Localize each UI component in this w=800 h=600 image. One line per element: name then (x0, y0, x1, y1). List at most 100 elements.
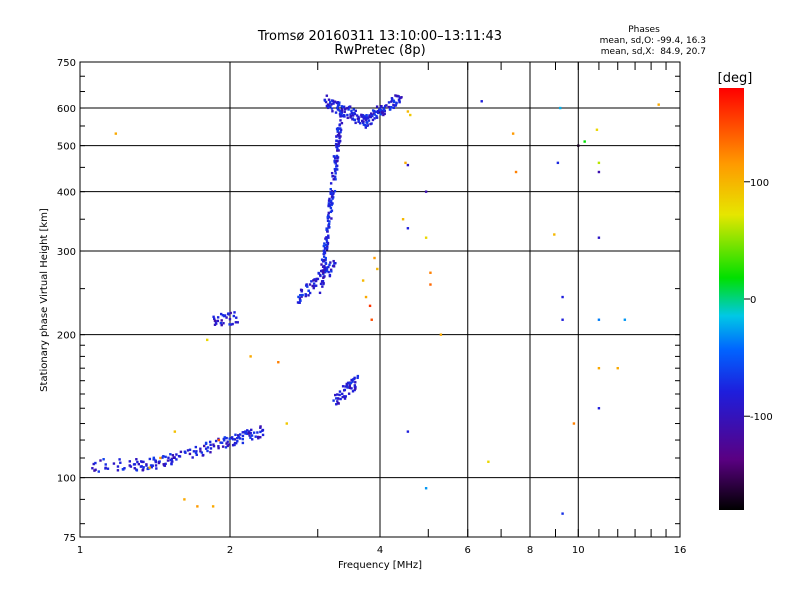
echo-point (167, 456, 170, 459)
echo-point (371, 118, 375, 122)
echo-point (220, 441, 224, 444)
echo-point (336, 108, 340, 111)
chart-subtitle: RwPretec (8p) (334, 43, 425, 58)
echo-point (325, 228, 328, 231)
echo-point (391, 98, 394, 101)
echo-point (364, 116, 367, 120)
echo-point (102, 458, 105, 461)
echo-point (340, 105, 343, 108)
echo-point (362, 120, 365, 123)
echo-point (234, 433, 237, 436)
echo-point (327, 199, 331, 202)
echo-point (209, 447, 213, 450)
echo-point (136, 460, 139, 464)
echo-point (394, 104, 398, 107)
echo-point (305, 283, 308, 286)
echo-point (97, 470, 100, 473)
echo-point (204, 442, 208, 446)
echo-point (235, 316, 238, 319)
echo-point (335, 135, 338, 138)
echo-point (299, 294, 302, 297)
echo-point (119, 461, 122, 464)
echo-point (324, 256, 327, 260)
echo-point (175, 458, 178, 461)
echo-point (145, 464, 148, 467)
echo-point (406, 110, 410, 113)
echo-point (250, 434, 254, 437)
y-tick-label: 500 (57, 142, 76, 153)
echo-point (322, 244, 325, 248)
echo-point (204, 447, 208, 450)
echo-point (362, 117, 366, 120)
echo-point (327, 204, 330, 207)
echo-point (351, 390, 355, 393)
x-tick-label: 6 (465, 545, 471, 556)
echo-point (308, 283, 312, 286)
echo-point (323, 250, 326, 253)
echo-point (257, 437, 260, 440)
echo-point (237, 436, 241, 439)
echo-point (364, 295, 368, 299)
echo-point (328, 197, 331, 201)
echo-point (151, 464, 154, 467)
echo-point (261, 433, 265, 437)
echo-point (328, 263, 331, 267)
echo-point (154, 459, 157, 462)
echo-point (326, 230, 329, 233)
echo-point (306, 285, 309, 288)
echo-point (356, 117, 360, 120)
echo-point (152, 456, 156, 460)
echo-point (200, 451, 204, 454)
echo-point (341, 114, 344, 117)
echo-point (222, 322, 225, 325)
echo-point (616, 366, 619, 370)
echo-point (369, 112, 373, 115)
echo-point (330, 270, 333, 273)
echo-point (324, 243, 328, 247)
echo-point (128, 460, 132, 463)
colorbar-ticks: 100 0 -100 (744, 178, 773, 423)
echo-point (404, 161, 407, 165)
echo-point (597, 407, 601, 410)
echo-point (439, 333, 443, 336)
echo-point (104, 467, 107, 470)
y-tick-label: 200 (57, 331, 76, 342)
echo-point (326, 219, 330, 223)
echo-point (212, 443, 215, 446)
echo-point (335, 165, 338, 168)
echo-point (334, 172, 337, 175)
echo-point (319, 273, 322, 277)
echo-point (228, 323, 231, 326)
echo-point (514, 170, 518, 174)
echo-point (139, 465, 143, 468)
echo-point (254, 435, 257, 438)
echo-point (297, 295, 300, 299)
echo-point (326, 242, 330, 245)
echo-point (259, 430, 262, 434)
echo-point (325, 240, 329, 243)
echo-point (122, 468, 125, 471)
echo-point (246, 429, 249, 432)
echo-point (209, 443, 212, 447)
echo-point (383, 112, 386, 116)
echo-point (232, 314, 236, 318)
echo-point (356, 374, 360, 378)
echo-point (334, 169, 337, 173)
echo-point (343, 110, 346, 114)
echo-point (312, 282, 316, 285)
echo-point (348, 382, 351, 385)
echo-point (227, 312, 230, 315)
echo-point (356, 376, 359, 380)
echo-point (347, 392, 351, 395)
echo-point (597, 366, 601, 370)
echo-point (352, 378, 355, 381)
echo-point (257, 435, 260, 439)
echo-point (225, 436, 228, 440)
echo-point (233, 438, 237, 441)
echo-point (344, 385, 347, 388)
echo-point (343, 388, 347, 392)
echo-point (328, 220, 331, 223)
echo-point (572, 422, 576, 425)
echo-point (367, 119, 371, 122)
echo-point (175, 453, 178, 456)
